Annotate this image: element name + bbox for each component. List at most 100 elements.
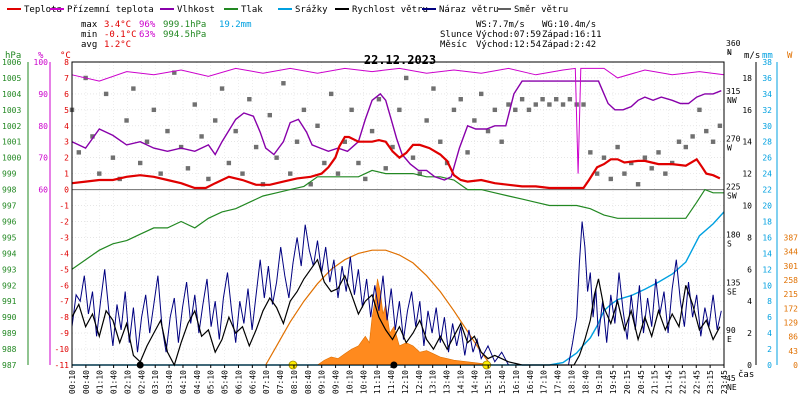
- x-tick-label-28: 14:10: [456, 370, 465, 394]
- dir-tick-7: 45: [726, 374, 736, 383]
- hpa-tick-14: 992: [2, 281, 17, 290]
- wind-dir-point-36: [315, 123, 320, 128]
- rain-tick-9: 20: [762, 202, 772, 211]
- dir-name-2: W: [727, 144, 732, 153]
- temp-tick-14: -6: [59, 281, 69, 290]
- wind-dir-point-79: [608, 176, 613, 182]
- info-moon-label: Měsíc: [440, 40, 467, 50]
- hpa-tick-6: 1000: [2, 154, 21, 163]
- humidity-axis-label: %: [38, 51, 44, 61]
- temp-tick-10: -2: [59, 217, 69, 226]
- wind-dir-point-59: [472, 118, 477, 123]
- x-tick-label-40: 20:15: [623, 370, 632, 394]
- stats-max-temp: 3.4°C: [104, 20, 131, 30]
- rain-tick-14: 10: [762, 281, 772, 290]
- legend-label-7: Směr větru: [514, 5, 568, 15]
- wind-dir-point-12: [151, 107, 157, 113]
- wind-dir-point-54: [438, 139, 443, 144]
- wind-dir-point-46: [383, 166, 388, 171]
- stats-max-label: max: [81, 20, 98, 30]
- wind-dir-point-68: [533, 102, 538, 107]
- rain-tick-15: 8: [767, 297, 772, 306]
- rain-tick-3: 32: [762, 106, 772, 115]
- wind-dir-point-11: [144, 139, 150, 144]
- rain-tick-6: 26: [762, 154, 772, 163]
- wind-dir-point-93: [704, 128, 709, 134]
- wind-dir-point-23: [226, 160, 232, 166]
- hpa-tick-13: 993: [2, 265, 17, 274]
- rain-tick-18: 2: [767, 345, 772, 354]
- series-rain: [72, 211, 725, 366]
- rain-tick-7: 24: [762, 170, 772, 179]
- temp-tick-18: -10: [55, 345, 70, 354]
- temp-tick-12: -4: [59, 249, 69, 258]
- temp-tick-8: 0: [64, 186, 69, 195]
- wind-tick-4: 10: [742, 202, 752, 211]
- wind-tick-7: 4: [747, 297, 752, 306]
- legend-label-1: Přízemní teplota: [67, 5, 154, 15]
- wind-dir-point-29: [267, 112, 272, 118]
- dir-name-1: NW: [727, 96, 737, 105]
- hpa-tick-12: 994: [2, 249, 17, 258]
- hpa-tick-16: 990: [2, 313, 17, 322]
- solar-tick-8: 43: [788, 347, 798, 356]
- hpa-tick-1: 1005: [2, 74, 21, 83]
- wind-dir-point-66: [519, 97, 525, 102]
- wind-dir-point-76: [588, 150, 593, 155]
- rain-tick-19: 0: [767, 361, 772, 370]
- wind-dir-point-27: [253, 144, 259, 150]
- info-moonset: Západ:2:42: [542, 40, 596, 50]
- x-tick-label-43: 21:45: [665, 370, 674, 394]
- temp-tick-17: -9: [59, 329, 69, 338]
- wind-dir-point-17: [185, 166, 191, 171]
- rain-tick-1: 36: [762, 74, 772, 83]
- temp-tick-7: 1: [64, 170, 69, 179]
- wind-dir-point-6: [110, 155, 116, 160]
- wind-axis-label: m/s: [744, 51, 760, 61]
- x-tick-label-20: 10:10: [345, 370, 354, 394]
- wind-tick-6: 6: [747, 265, 752, 274]
- x-tick-label-38: 19:10: [595, 370, 604, 394]
- wind-dir-point-61: [485, 128, 491, 134]
- hpa-tick-19: 987: [2, 361, 17, 370]
- hpa-tick-15: 991: [2, 297, 17, 306]
- x-tick-label-42: 21:15: [651, 370, 660, 394]
- rain-tick-11: 16: [762, 233, 772, 242]
- wind-dir-point-92: [697, 107, 702, 113]
- wind-tick-2: 14: [742, 138, 752, 147]
- x-tick-label-32: 16:10: [512, 370, 521, 394]
- hpa-tick-7: 999: [2, 170, 17, 179]
- stats-max-rain: 19.2mm: [219, 20, 252, 30]
- solar-tick-4: 215: [784, 290, 799, 299]
- wind-dir-point-42: [356, 160, 361, 166]
- temp-tick-19: -11: [55, 361, 70, 370]
- x-axis: 00:10 00:40 01:10 01:40 02:10 02:40 03:10 03:40…: [68, 365, 729, 394]
- stats-min-label: min: [81, 30, 97, 40]
- rain-tick-13: 12: [762, 265, 772, 274]
- solar-tick-5: 172: [784, 304, 799, 313]
- legend: Teplota Přízemní teplota Vlhkost Tlak Srážky…: [7, 5, 568, 15]
- dir-tick-0: 360: [726, 39, 741, 48]
- x-tick-label-34: 17:10: [540, 370, 549, 394]
- wind-tick-8: 2: [747, 329, 752, 338]
- dir-name-7: NE: [727, 383, 737, 392]
- x-tick-label-31: 15:40: [498, 370, 507, 394]
- legend-label-4: Srážky: [295, 5, 328, 15]
- wind-dir-point-82: [629, 160, 634, 166]
- wind-dir-point-48: [397, 107, 402, 113]
- stats-min-temp: -0.1°C: [104, 30, 137, 40]
- x-tick-label-8: 04:10: [179, 370, 188, 394]
- wind-dir-point-26: [247, 97, 252, 102]
- series-wind-gust: [71, 221, 722, 366]
- wind-dir-point-10: [138, 160, 143, 166]
- hpa-tick-4: 1002: [2, 122, 21, 131]
- x-tick-label-24: 12:10: [401, 370, 410, 394]
- wind-dir-point-24: [233, 128, 238, 134]
- solar-tick-2: 301: [784, 262, 799, 271]
- rain-tick-4: 30: [762, 122, 772, 131]
- solar-tick-6: 129: [784, 318, 799, 327]
- wind-dir-point-43: [363, 176, 368, 182]
- wind-tick-0: 18: [742, 74, 752, 83]
- direction-axis-label: °: [726, 51, 731, 61]
